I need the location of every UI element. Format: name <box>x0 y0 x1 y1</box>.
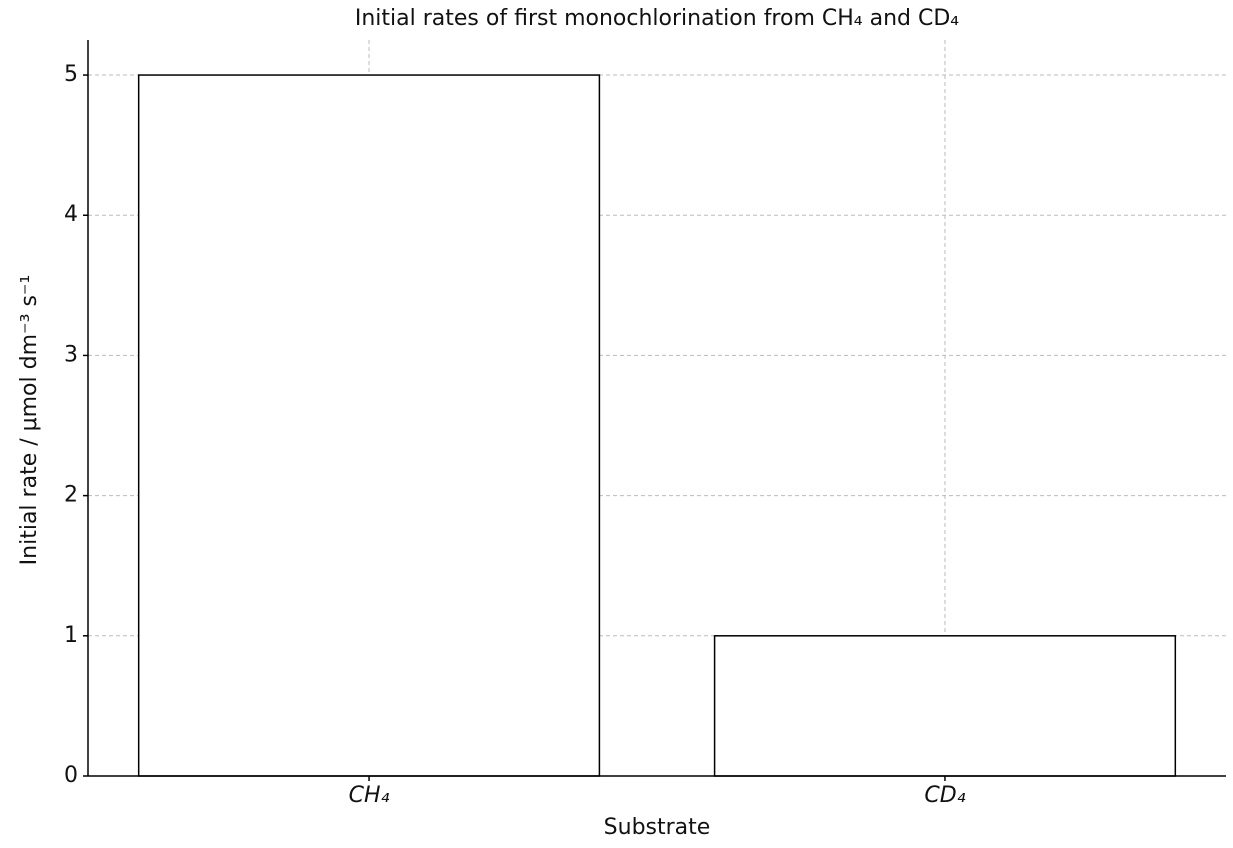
plot-area: 0 1 2 3 4 5 CH₄ CD₄ <box>64 40 1226 808</box>
bar <box>713 635 1177 777</box>
y-tick-label: 2 <box>64 483 78 508</box>
y-axis-label: Initial rate / μmol dm⁻³ s⁻¹ <box>17 275 42 566</box>
x-axis-label: Substrate <box>604 815 711 840</box>
x-tick-label: CD₄ <box>924 783 965 808</box>
x-tick-label: CH₄ <box>349 783 390 808</box>
y-tick-label: 0 <box>64 763 78 788</box>
y-tick-label: 4 <box>64 202 78 227</box>
y-tick-label: 1 <box>64 623 78 648</box>
y-tick-label: 3 <box>64 342 78 367</box>
chart-title: Initial rates of first monochlorination … <box>355 6 959 31</box>
y-tick-label: 5 <box>64 62 78 87</box>
bar <box>137 74 601 777</box>
